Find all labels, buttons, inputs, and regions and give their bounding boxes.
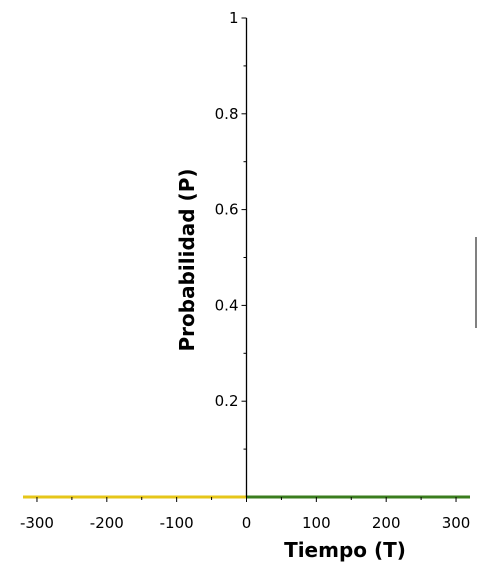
x-tick-label: 300 xyxy=(442,514,471,532)
y-tick-label: 0.4 xyxy=(215,296,239,314)
x-tick-label: 200 xyxy=(372,514,401,532)
y-axis-title: Probabilidad (P) xyxy=(175,169,199,352)
y-tick-label: 1 xyxy=(229,9,239,27)
y-tick-label: 0.2 xyxy=(215,392,239,410)
y-tick-label: 0.6 xyxy=(215,201,239,219)
x-ticks xyxy=(36,497,457,502)
x-tick-label: -200 xyxy=(90,514,124,532)
x-tick-label: -100 xyxy=(160,514,194,532)
y-tick-label: 0.8 xyxy=(215,105,239,123)
x-tick-label: 100 xyxy=(302,514,331,532)
x-axis-title: Tiempo (T) xyxy=(284,538,406,562)
x-tick-label: 0 xyxy=(242,514,252,532)
y-tick-labels: 0.2 0.4 0.6 0.8 1 xyxy=(215,9,239,410)
y-ticks xyxy=(241,17,247,450)
x-tick-labels: -300 -200 -100 0 100 200 300 xyxy=(20,514,470,532)
x-tick-label: -300 xyxy=(20,514,54,532)
